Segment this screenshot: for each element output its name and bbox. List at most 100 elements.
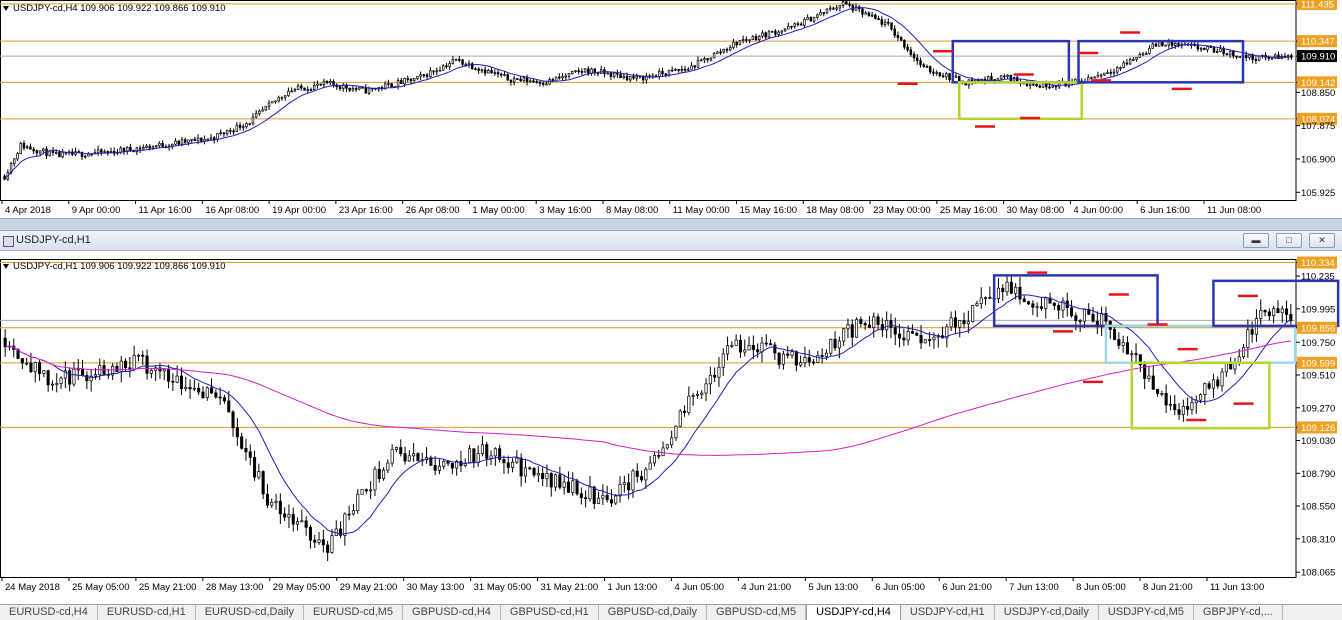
candle-body — [1270, 57, 1274, 60]
candle-body — [177, 140, 180, 145]
candle-body — [1186, 406, 1190, 410]
candle-body — [1285, 308, 1289, 315]
candle-body — [1233, 362, 1237, 370]
candle-body — [748, 39, 751, 41]
h1-symbol-line: USDJPY-cd,H1 109.906 109.922 109.866 109… — [3, 261, 226, 272]
candle-body — [238, 124, 242, 128]
candle-body — [283, 513, 287, 518]
candle-body — [489, 455, 493, 459]
candle-body — [422, 74, 426, 77]
candle-body — [541, 472, 545, 480]
candle-body — [231, 411, 235, 429]
candle-body — [476, 453, 480, 463]
candle-body — [734, 339, 738, 346]
candle-body — [541, 83, 545, 85]
candle-body — [1225, 53, 1229, 56]
chart-tab[interactable]: EURUSD-cd,H1 — [98, 605, 196, 620]
candle-body — [558, 474, 562, 488]
candle-body — [996, 287, 1000, 300]
annotation-box — [992, 274, 1159, 328]
candle-body — [1135, 57, 1138, 60]
candle-body — [1147, 375, 1151, 379]
h1-chart[interactable]: 110.334 110.235 109.995 109.856 109.750 109.5… — [0, 251, 1342, 604]
chart-tab[interactable]: GBPJPY-cd,... — [1194, 605, 1283, 620]
candle-body — [493, 448, 497, 457]
candle-body — [902, 337, 906, 341]
candle-body — [1119, 67, 1122, 69]
candle-body — [1117, 339, 1121, 346]
candle-body — [1254, 59, 1258, 62]
candle-body — [777, 31, 780, 35]
candle-body — [129, 146, 132, 151]
candle-body — [618, 484, 622, 497]
level-price-box — [1297, 76, 1337, 89]
h4-chart-window[interactable]: 111.435 110.347 109.910 109.142 108.850 108.0… — [0, 0, 1342, 218]
candle-body — [1113, 329, 1117, 340]
candle-body — [780, 30, 784, 33]
candle-body — [597, 497, 601, 504]
time-tick-label: 8 Jun 21:00 — [1143, 582, 1193, 593]
candle-body — [551, 79, 555, 82]
candle-body — [382, 469, 386, 479]
close-button[interactable]: ✕ — [1309, 233, 1335, 248]
candle-body — [1177, 409, 1181, 415]
level-price-box — [1297, 112, 1337, 125]
window-divider[interactable] — [0, 218, 1342, 231]
candle-body — [614, 495, 618, 504]
candle-body — [769, 343, 773, 346]
chart-tab[interactable]: GBPUSD-cd,M5 — [707, 605, 807, 620]
level-price-box — [1297, 421, 1337, 434]
candle-body — [1054, 85, 1058, 88]
maximize-button[interactable]: □ — [1276, 233, 1302, 248]
candle-body — [561, 76, 564, 79]
candle-body — [38, 362, 42, 374]
candle-body — [1267, 311, 1271, 317]
time-tick-label: 23 May 00:00 — [873, 205, 931, 216]
candle-body — [903, 39, 906, 48]
candle-body — [240, 436, 244, 449]
candle-body — [519, 78, 522, 81]
minimize-button[interactable]: ▬ — [1243, 233, 1269, 248]
chart-tab[interactable]: GBPUSD-cd,H1 — [501, 605, 599, 620]
chart-tab[interactable]: GBPUSD-cd,Daily — [599, 605, 708, 620]
candle-body — [622, 482, 626, 485]
chart-tab[interactable]: USDJPY-cd,H4 — [806, 605, 901, 620]
chart-tab[interactable]: USDJPY-cd,M5 — [1099, 605, 1194, 620]
candle-body — [351, 88, 355, 91]
candle-body — [799, 362, 803, 366]
candle-body — [25, 362, 29, 365]
candle-body — [119, 147, 122, 153]
candle-body — [570, 71, 574, 74]
candle-body — [1141, 53, 1145, 56]
candle-body — [1018, 286, 1022, 300]
candle-body — [619, 73, 622, 79]
chart-tab[interactable]: EURUSD-cd,H4 — [0, 605, 98, 620]
candle-body — [605, 494, 609, 501]
candle-body — [373, 468, 377, 491]
candle-body — [145, 145, 148, 148]
chart-tab[interactable]: USDJPY-cd,H1 — [901, 605, 995, 620]
candle-body — [1160, 392, 1164, 395]
candle-body — [89, 375, 93, 382]
candle-body — [1222, 48, 1225, 55]
candle-body — [958, 320, 962, 328]
candle-body — [347, 513, 351, 516]
candle-body — [515, 457, 519, 463]
chart-tab[interactable]: USDJPY-cd,Daily — [995, 605, 1099, 620]
candle-body — [566, 481, 570, 493]
candle-body — [910, 331, 914, 334]
h1-chart-window[interactable]: 110.334 110.235 109.995 109.856 109.750 109.5… — [0, 251, 1342, 604]
chart-tab[interactable]: EURUSD-cd,Daily — [196, 605, 304, 620]
candle-body — [3, 337, 7, 348]
candle-body — [722, 48, 726, 53]
candle-body — [532, 80, 535, 83]
chart-tab[interactable]: EURUSD-cd,M5 — [304, 605, 404, 620]
chart-tab[interactable]: GBPUSD-cd,H4 — [403, 605, 501, 620]
h1-window-titlebar[interactable]: USDJPY-cd,H1 ▬ □ ✕ — [0, 231, 1342, 251]
candle-body — [270, 502, 274, 506]
candle-body — [648, 462, 652, 470]
candle-body — [445, 65, 448, 68]
candle-body — [274, 100, 277, 103]
candle-body — [661, 70, 664, 75]
